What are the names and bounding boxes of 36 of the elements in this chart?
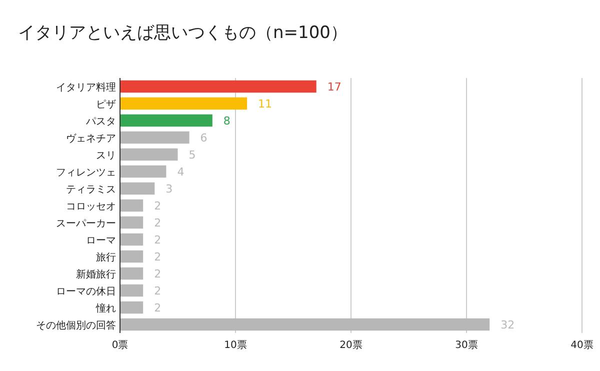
y-tick-label: ヴェネチア [66,132,116,144]
y-tick-label: スーパーカー [56,218,116,230]
y-tick-label: フィレンツェ [56,168,116,178]
y-tick-label: ピザ [96,100,116,110]
y-tick-label: コロッセオ [66,202,116,212]
data-label: 8 [223,114,230,128]
data-label: 5 [188,148,196,162]
data-label: 17 [327,80,342,94]
y-tick-label: ティラミス [66,184,116,196]
y-tick-label: その他個別の回答 [36,320,116,332]
data-label: 3 [166,182,173,196]
x-tick-label: 40票 [570,340,594,351]
data-label: 2 [154,216,162,230]
data-label: 2 [154,268,162,280]
x-tick-label: 20票 [340,340,362,351]
data-label: 11 [258,98,272,110]
data-label: 32 [500,318,515,332]
y-tick-label: 憧れ [95,302,116,314]
y-tick-label: 新婚旅行 [76,268,116,280]
x-tick-label: 30票 [455,340,478,351]
data-label: 6 [200,132,208,144]
data-label: 2 [154,302,162,314]
y-tick-label: 旅行 [96,252,116,264]
title: イタリアといえば思いつくもの（n=100） [18,23,348,43]
data-label: 2 [154,234,162,246]
data-label: 2 [154,200,162,212]
y-tick-label: パスタ [85,116,116,128]
data-label: 4 [177,166,184,178]
data-label: 2 [154,284,162,298]
y-tick-label: ローマ [86,236,116,246]
y-tick-label: イタリア料理 [56,82,116,94]
y-tick-label: スリ [96,150,116,162]
x-tick-label: 0票 [112,340,128,351]
x-tick-label: 10票 [224,340,247,351]
y-tick-label: ローマの休日 [56,286,116,298]
data-label: 2 [154,250,162,264]
